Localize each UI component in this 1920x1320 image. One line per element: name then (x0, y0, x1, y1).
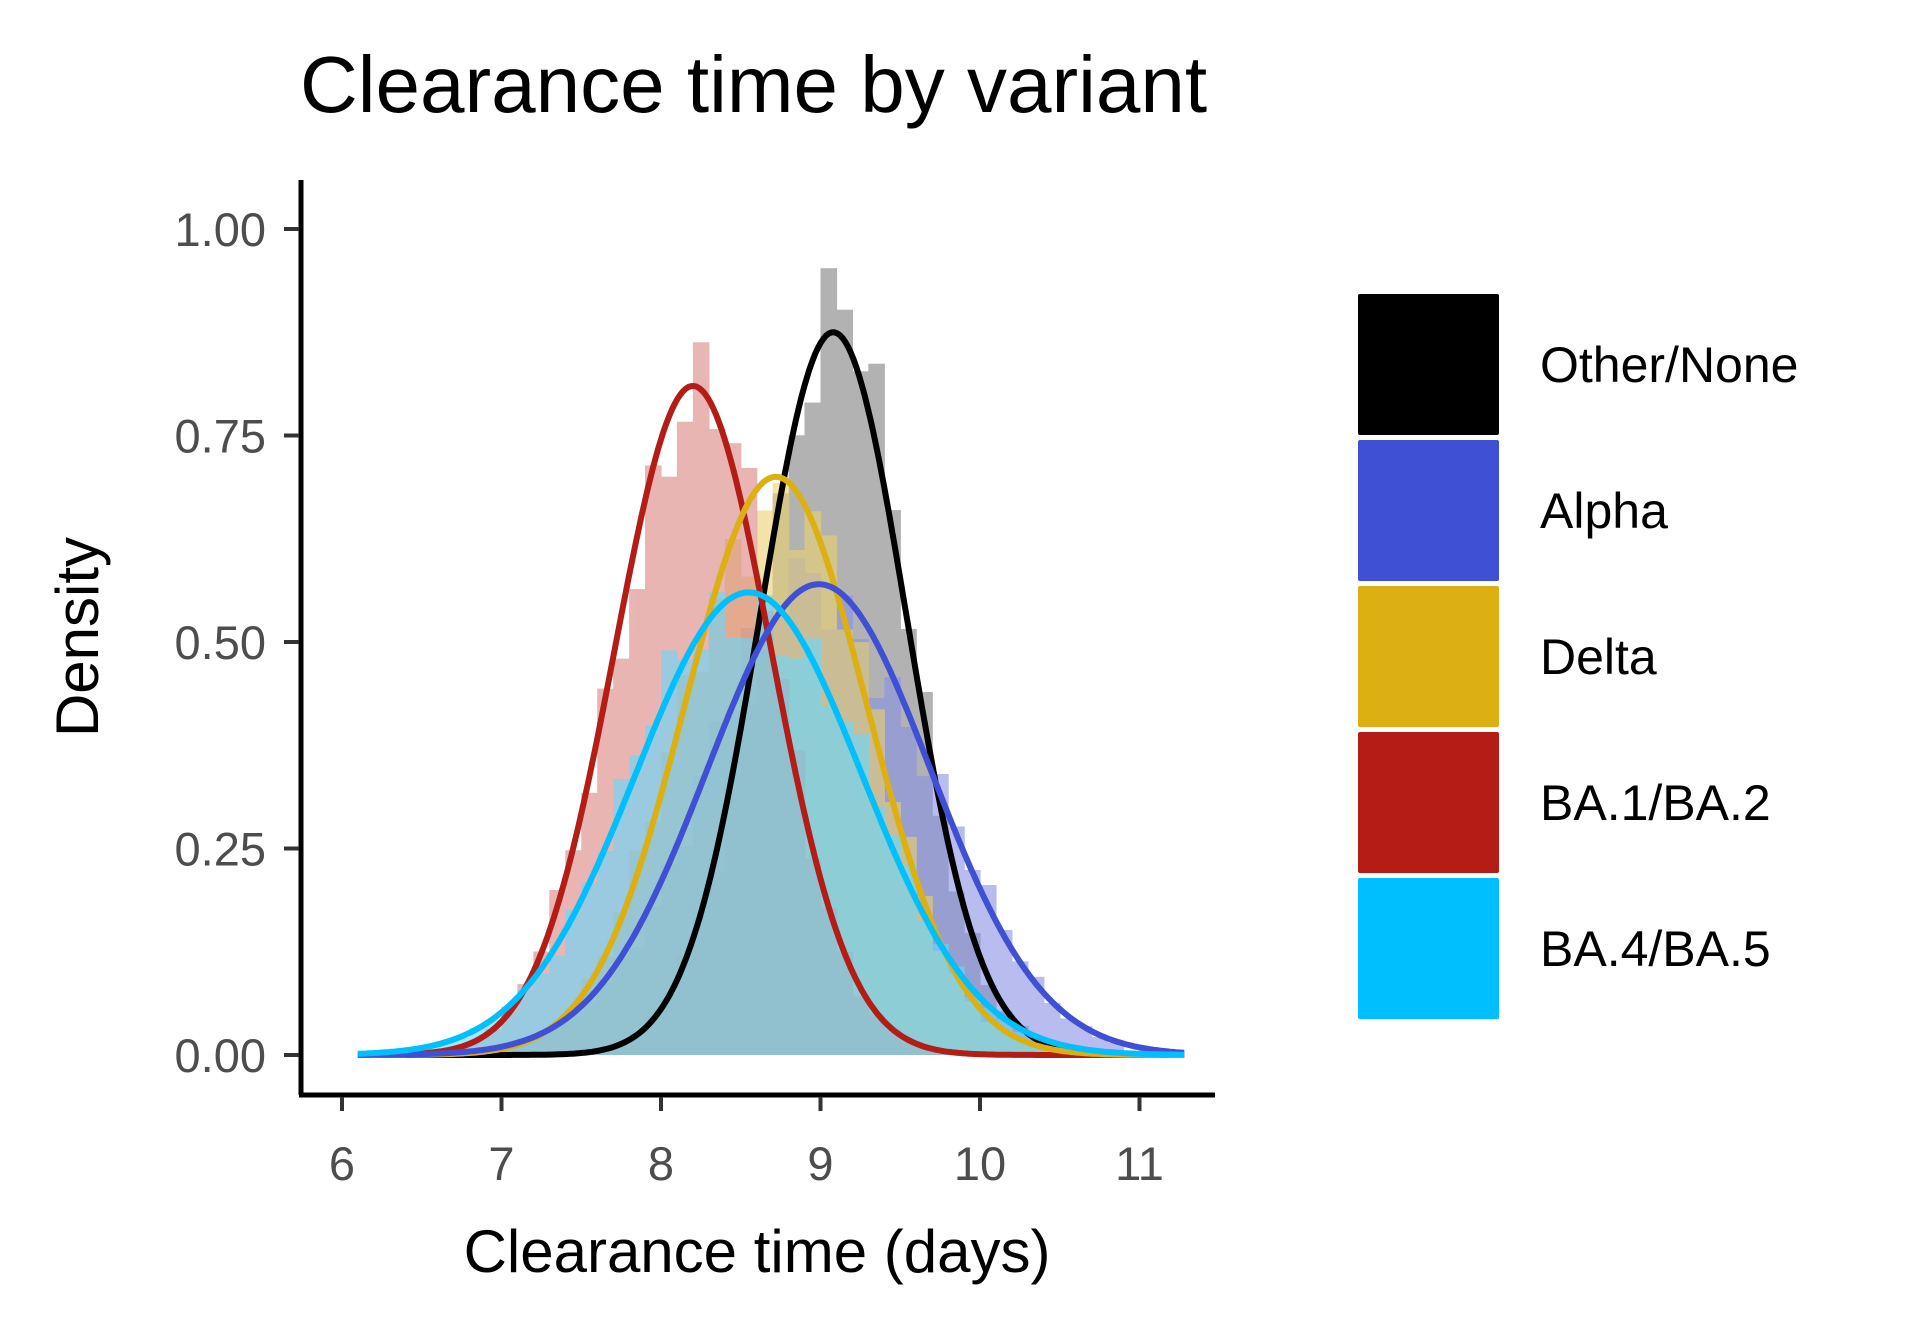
histogram-bar (948, 966, 965, 1055)
legend-key-delta (1356, 584, 1501, 729)
histogram-bar (629, 755, 646, 1055)
histogram-bar (708, 592, 726, 1055)
legend-label: Delta (1540, 629, 1657, 685)
histogram-bar (533, 973, 550, 1055)
histogram-bar (549, 955, 566, 1055)
legend-key-alpha (1356, 438, 1501, 583)
histogram-bar (756, 596, 774, 1055)
legend-key-other-none (1356, 292, 1501, 437)
density-curve-alpha (357, 581, 1185, 1058)
histogram-bar (916, 921, 933, 1055)
x-tick-label: 9 (807, 1137, 833, 1190)
histogram-bar (788, 658, 806, 1055)
y-tick-label: 0.50 (175, 616, 266, 669)
density-curve-ba-4-ba-5 (357, 589, 1185, 1058)
histogram-bar (868, 806, 885, 1055)
density-curve-ba-1-ba-2 (357, 383, 1185, 1058)
histogram-bar (900, 864, 917, 1055)
axes: 6 7 8 9 10 11 0.00 0.25 0.50 0.75 1.00 (175, 180, 1215, 1190)
histogram-bar (581, 882, 598, 1055)
histogram-bar (884, 835, 901, 1055)
x-axis-title: Clearance time (days) (464, 1218, 1051, 1285)
histogram-bar (932, 943, 949, 1055)
chart-title: Clearance time by variant (300, 40, 1207, 129)
histogram-bar (964, 996, 981, 1055)
x-tick-label: 8 (648, 1137, 674, 1190)
histogram-bar (820, 706, 838, 1055)
histogram-bar (692, 649, 710, 1055)
y-tick-label: 0.00 (175, 1029, 266, 1082)
plot-area (357, 268, 1185, 1058)
x-tick-label: 6 (329, 1137, 355, 1190)
x-tick-label: 7 (488, 1137, 514, 1190)
x-tick-label: 11 (1115, 1137, 1164, 1190)
histogram-bar (836, 721, 853, 1055)
histogram-bar (772, 656, 790, 1055)
legend-label: Other/None (1540, 337, 1798, 393)
density-curve-other-none (357, 329, 1185, 1058)
y-tick-label: 1.00 (175, 203, 266, 256)
legend-label: BA.4/BA.5 (1540, 921, 1771, 977)
legend-label: BA.1/BA.2 (1540, 775, 1771, 831)
x-tick-label: 10 (954, 1137, 1006, 1190)
legend-key-ba-4-ba-5 (1356, 876, 1501, 1021)
legend: Other/None Alpha Delta BA.1/BA.2 BA.4/BA.5 (1356, 292, 1798, 1021)
y-tick-label: 0.75 (175, 410, 266, 463)
y-axis-title: Density (44, 537, 111, 737)
y-tick-label: 0.25 (175, 823, 266, 876)
legend-label: Alpha (1540, 483, 1668, 539)
legend-key-ba-1-ba-2 (1356, 730, 1501, 875)
histogram-bar (740, 638, 758, 1055)
